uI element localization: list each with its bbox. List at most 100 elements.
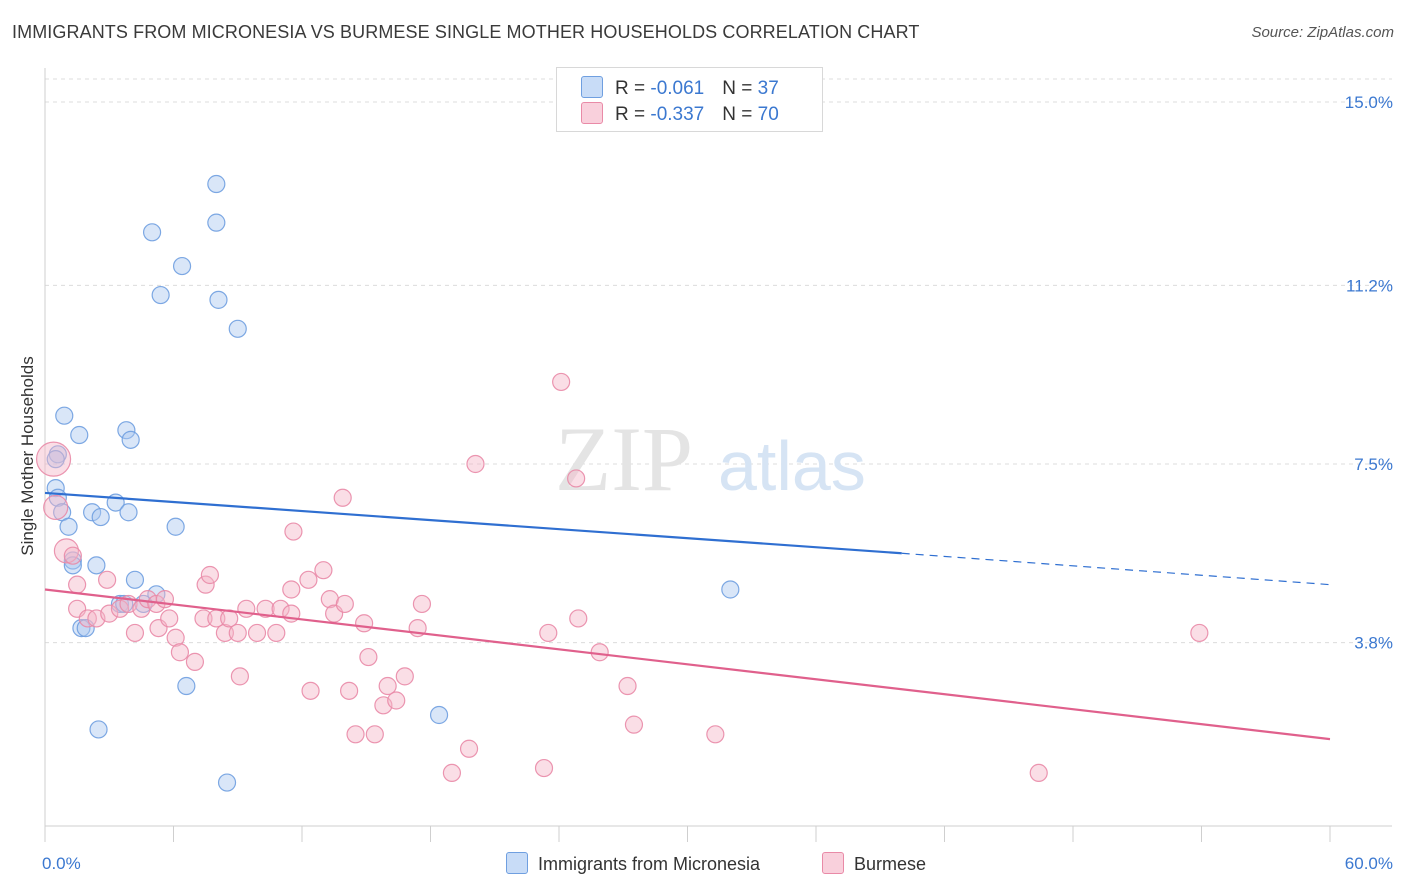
n-value: 37 (757, 78, 779, 99)
burmese-point (301, 681, 320, 700)
burmese-point (1029, 763, 1048, 783)
r-label: R = (615, 78, 651, 99)
y-tick-label: 3.8% (1354, 634, 1393, 653)
burmese-point (624, 715, 644, 734)
micronesia-point (70, 425, 89, 445)
burmese-point (567, 469, 586, 488)
burmese-point (359, 647, 378, 667)
burmese-point (98, 570, 117, 589)
legend-swatch-blue (581, 76, 603, 98)
micronesia-point (91, 507, 110, 527)
y-tick-label: 11.2% (1346, 276, 1393, 295)
tick-label-layer: 3.8% 7.5% 11.2% 15.0% 0.0% 60.0% (42, 93, 1393, 873)
legend-swatch-pink (822, 852, 844, 874)
burmese-point (110, 599, 130, 618)
burmese-point (170, 643, 190, 662)
micronesia-point (121, 430, 140, 449)
burmese-point (282, 580, 301, 599)
stats-legend-row-blue: R = -0.061 N = 37 (581, 76, 779, 100)
burmese-point (299, 570, 318, 589)
burmese-point (314, 561, 333, 580)
micronesia-point (217, 773, 237, 792)
x-tick-label-min: 0.0% (42, 854, 81, 873)
grid-layer (45, 78, 1392, 644)
burmese-point (267, 623, 286, 643)
micronesia-point (55, 406, 74, 425)
stats-legend: R = -0.061 N = 37 R = -0.337 N = 70 (556, 67, 823, 132)
n-label: N = (722, 78, 758, 99)
burmese-point (284, 522, 303, 541)
micronesia-point (89, 720, 108, 739)
burmese-point (395, 667, 414, 686)
burmese-point (1190, 623, 1209, 643)
micronesia-point (207, 174, 226, 194)
r-label: R = (615, 104, 651, 125)
burmese-point (100, 604, 119, 623)
micronesia-point (228, 319, 247, 338)
trend-layer (44, 491, 1331, 741)
burmese-point (346, 725, 365, 744)
micronesia-point (429, 705, 449, 725)
micronesia-point (151, 285, 170, 305)
burmese-point (160, 609, 179, 628)
legend-label-burmese: Burmese (854, 854, 927, 874)
burmese-point (196, 575, 215, 594)
micronesia-point (83, 503, 102, 522)
burmese-point (335, 594, 354, 614)
n-label: N = (722, 104, 758, 125)
micronesia-point (207, 213, 226, 232)
burmese-point (200, 565, 220, 585)
burmese-point (237, 599, 256, 618)
micronesia-trendline-extension (901, 552, 1331, 586)
n-value: 70 (757, 104, 779, 125)
burmese-point (355, 614, 374, 633)
legend-swatch-pink (581, 102, 603, 124)
micronesia-point (119, 503, 138, 522)
y-tick-label: 7.5% (1354, 455, 1393, 474)
burmese-point (412, 594, 432, 614)
burmese-point (706, 725, 725, 744)
burmese-point (466, 454, 485, 474)
burmese-point (185, 652, 205, 671)
micronesia-point (166, 517, 185, 536)
burmese-point (194, 609, 213, 628)
r-value: -0.061 (650, 78, 705, 99)
micronesia-point (63, 556, 82, 575)
source-label: Source: ZipAtlas.com (1251, 24, 1394, 41)
burmese-point (166, 628, 185, 647)
burmese-point (340, 681, 359, 700)
burmese-point (459, 739, 479, 758)
micronesia-trendline (44, 491, 902, 555)
legend-swatch-blue (506, 852, 528, 874)
chart-title: IMMIGRANTS FROM MICRONESIA VS BURMESE SI… (12, 22, 920, 42)
y-tick-label: 15.0% (1345, 93, 1393, 112)
micronesia-point (87, 556, 106, 575)
burmese-point (63, 546, 82, 565)
micronesia-point (72, 618, 91, 638)
bottom-legend-blue: Immigrants from Micronesia (506, 852, 760, 875)
burmese-point (230, 667, 249, 686)
watermark: ZIP atlas (555, 408, 866, 510)
burmese-point (539, 623, 558, 643)
watermark-zip: ZIP (555, 408, 693, 510)
micronesia-point (721, 580, 740, 599)
burmese-point (552, 372, 571, 392)
burmese-point (256, 599, 275, 618)
r-value: -0.337 (650, 104, 705, 125)
micronesia-point (125, 570, 145, 589)
micronesia-point (142, 223, 162, 242)
micronesia-point (46, 450, 65, 469)
micronesia-point (177, 676, 196, 696)
stats-legend-row-pink: R = -0.337 N = 70 (581, 102, 779, 126)
burmese-point (215, 623, 234, 643)
x-tick-label-max: 60.0% (1345, 854, 1393, 873)
burmese-trendline (44, 588, 1331, 741)
burmese-point (43, 494, 69, 521)
legend-label-micronesia: Immigrants from Micronesia (538, 854, 761, 874)
burmese-point (442, 763, 462, 783)
burmese-point (68, 575, 87, 594)
burmese-point (590, 643, 609, 662)
burmese-point (35, 441, 72, 477)
micronesia-point (172, 256, 192, 276)
